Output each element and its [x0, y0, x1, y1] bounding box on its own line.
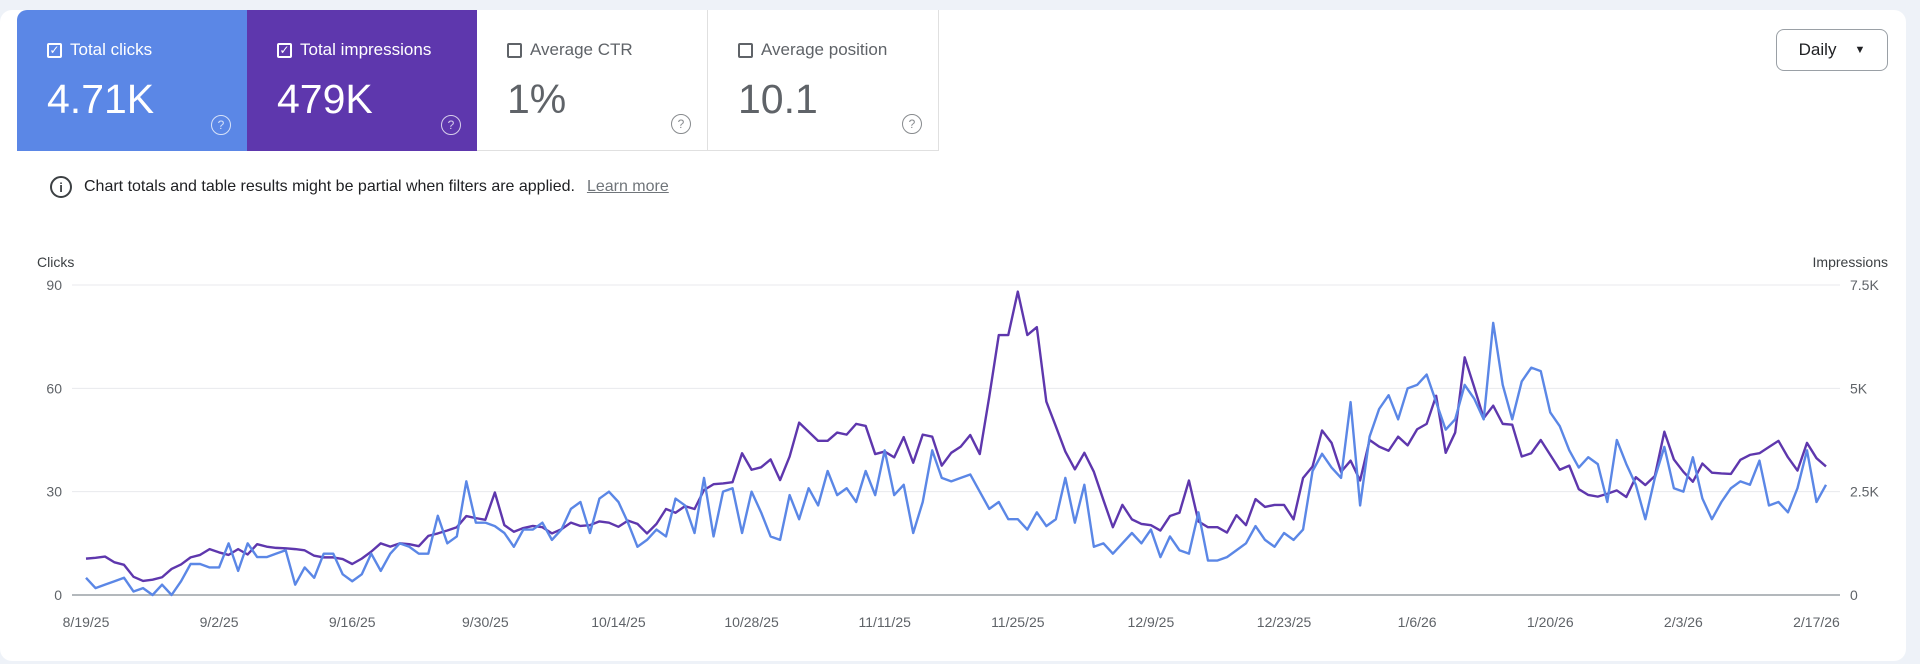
- checkbox-unchecked-icon[interactable]: [738, 42, 753, 58]
- x-tick-label: 9/30/25: [462, 614, 509, 630]
- impressions-line: [85, 290, 1827, 583]
- metric-card-total-clicks[interactable]: ✓ Total clicks 4.71K ?: [17, 10, 247, 151]
- partial-data-notice: i Chart totals and table results might b…: [50, 176, 669, 198]
- checkbox-unchecked-icon[interactable]: [507, 42, 522, 58]
- metric-label: Average position: [761, 40, 888, 59]
- help-icon[interactable]: ?: [902, 114, 922, 134]
- left-axis-title: Clicks: [37, 254, 75, 270]
- help-icon[interactable]: ?: [671, 114, 691, 134]
- x-tick-label: 12/9/25: [1128, 614, 1175, 630]
- metric-value: 1%: [507, 76, 567, 122]
- y2-tick-label: 0: [1850, 587, 1858, 603]
- y2-tick-label: 2.5K: [1850, 484, 1879, 500]
- metric-value: 479K: [277, 76, 373, 122]
- caret-down-icon: ▼: [1854, 44, 1866, 56]
- notice-text: Chart totals and table results might be …: [84, 178, 575, 195]
- help-icon[interactable]: ?: [441, 115, 461, 135]
- metric-value: 10.1: [738, 76, 818, 122]
- metric-card-total-impressions[interactable]: ✓ Total impressions 479K ?: [247, 10, 477, 151]
- y2-tick-label: 5K: [1850, 380, 1868, 396]
- clicks-line: [85, 321, 1828, 597]
- y-tick-label: 60: [46, 380, 62, 396]
- granularity-label: Daily: [1798, 40, 1837, 59]
- x-tick-label: 1/6/26: [1398, 614, 1437, 630]
- right-axis-title: Impressions: [1812, 254, 1888, 270]
- x-tick-label: 1/20/26: [1527, 614, 1574, 630]
- checkbox-checked-icon[interactable]: ✓: [277, 42, 292, 58]
- metric-card-average-position[interactable]: Average position 10.1 ?: [708, 10, 939, 151]
- x-tick-label: 10/28/25: [724, 614, 779, 630]
- y2-tick-label: 7.5K: [1850, 277, 1879, 293]
- x-tick-label: 12/23/25: [1257, 614, 1312, 630]
- x-tick-label: 10/14/25: [591, 614, 646, 630]
- help-icon[interactable]: ?: [211, 115, 231, 135]
- learn-more-link[interactable]: Learn more: [586, 178, 669, 195]
- metric-value: 4.71K: [47, 76, 155, 122]
- x-tick-label: 2/17/26: [1793, 614, 1840, 630]
- x-tick-label: 8/19/25: [63, 614, 110, 630]
- y-tick-label: 0: [54, 587, 62, 603]
- metric-label: Total impressions: [300, 40, 432, 59]
- metric-label: Average CTR: [530, 40, 633, 59]
- x-tick-label: 11/11/25: [858, 614, 911, 630]
- x-tick-label: 2/3/26: [1664, 614, 1703, 630]
- info-icon: i: [50, 176, 72, 198]
- x-tick-label: 9/16/25: [329, 614, 376, 630]
- metric-card-average-ctr[interactable]: Average CTR 1% ?: [477, 10, 708, 151]
- granularity-dropdown[interactable]: Daily ▼: [1776, 29, 1888, 71]
- y-tick-label: 30: [46, 484, 62, 500]
- metric-label: Total clicks: [70, 40, 153, 59]
- checkbox-checked-icon[interactable]: ✓: [47, 42, 62, 58]
- y-tick-label: 90: [46, 277, 62, 293]
- x-tick-label: 11/25/25: [991, 614, 1045, 630]
- x-tick-label: 9/2/25: [200, 614, 239, 630]
